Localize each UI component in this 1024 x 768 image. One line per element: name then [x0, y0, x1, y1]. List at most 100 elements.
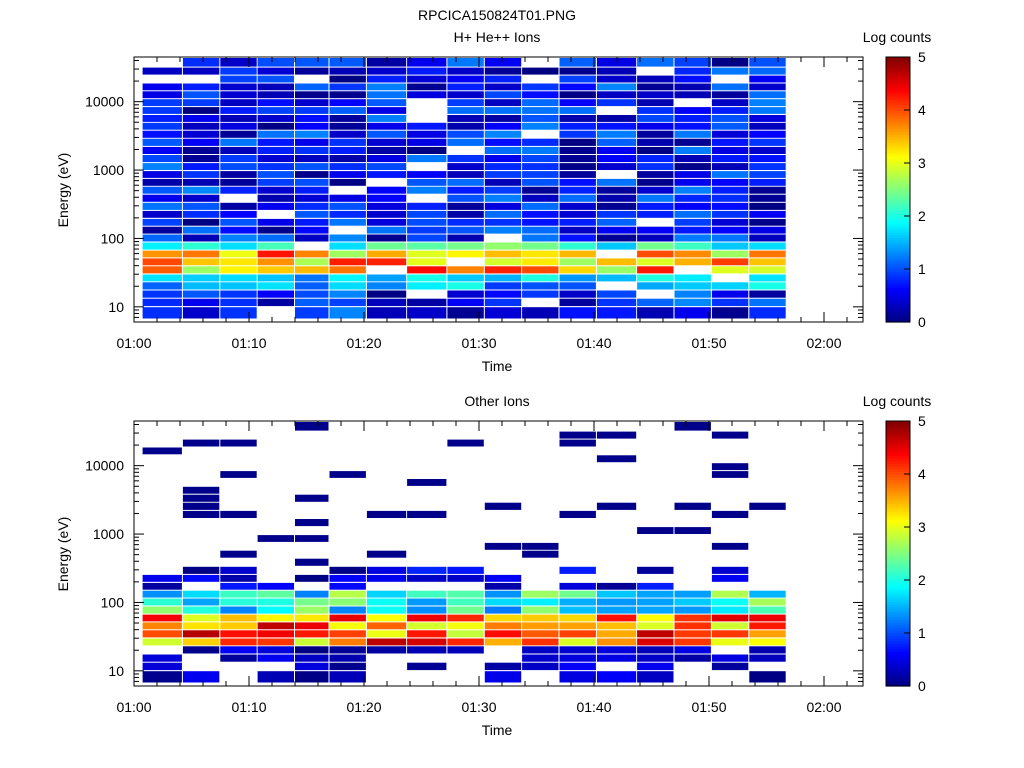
heatmap-cell — [142, 598, 182, 606]
heatmap-cell — [182, 226, 220, 234]
heatmap-cell — [366, 566, 407, 574]
colorbar-swatch — [886, 534, 910, 539]
heatmap-cell — [596, 646, 637, 654]
heatmap-cell — [749, 671, 786, 683]
heatmap-cell — [711, 83, 749, 91]
heatmap-cell — [295, 130, 329, 138]
heatmap-cell — [522, 307, 559, 319]
heatmap-cell — [637, 194, 674, 202]
colorbar-swatch — [886, 213, 910, 217]
heatmap-cell — [711, 630, 749, 638]
colorbar-swatch — [886, 147, 910, 151]
colorbar-swatch — [886, 133, 910, 138]
heatmap-cell — [447, 67, 484, 75]
colorbar-swatch — [886, 458, 910, 462]
colorbar-swatch — [886, 194, 910, 199]
colorbar-swatch — [886, 529, 910, 533]
heatmap-cell — [711, 67, 749, 75]
colorbar-swatch — [886, 237, 910, 241]
heatmap-cell — [182, 242, 220, 250]
heatmap-cell — [749, 234, 786, 242]
colorbar-swatch — [886, 136, 910, 140]
heatmap-cell — [142, 146, 182, 154]
colorbar-tick-label: 1 — [918, 625, 926, 641]
heatmap-cell — [182, 138, 220, 146]
heatmap-cell — [295, 226, 329, 234]
colorbar-label: Log counts — [863, 29, 932, 45]
colorbar-swatch — [886, 630, 910, 634]
heatmap-cell — [407, 250, 447, 258]
heatmap-cell — [220, 122, 257, 130]
heatmap-cell — [711, 250, 749, 258]
heatmap-cell — [674, 638, 711, 646]
heatmap-cell — [366, 622, 407, 630]
heatmap-cell — [484, 163, 522, 170]
heatmap-cell — [522, 542, 559, 550]
heatmap-cell — [522, 202, 559, 210]
heatmap-cell — [182, 606, 220, 614]
colorbar-swatch — [886, 444, 910, 449]
colorbar-swatch — [886, 96, 910, 100]
colorbar-swatch — [886, 202, 910, 206]
heatmap-cell — [596, 186, 637, 194]
heatmap-cell — [749, 155, 786, 163]
heatmap-cell — [447, 130, 484, 138]
y-tick-label: 10 — [108, 299, 124, 315]
x-tick-label: 02:00 — [806, 335, 841, 351]
heatmap-cell — [522, 107, 559, 114]
colorbar-swatch — [886, 521, 910, 525]
heatmap-cell — [484, 178, 522, 186]
heatmap-cell — [596, 91, 637, 99]
heatmap-cell — [220, 439, 257, 447]
heatmap-cell — [596, 218, 637, 226]
colorbar-swatch — [886, 160, 910, 164]
heatmap-cell — [559, 146, 596, 154]
heatmap-cell — [182, 307, 220, 319]
heatmap-cell — [366, 258, 407, 266]
heatmap-cell — [366, 550, 407, 558]
y-tick-label: 10 — [108, 663, 124, 679]
colorbar-swatch — [886, 144, 910, 148]
heatmap-cell — [711, 218, 749, 226]
colorbar-swatch — [886, 75, 910, 79]
colorbar-swatch — [886, 176, 910, 180]
heatmap-cell — [596, 671, 637, 683]
heatmap-cell — [182, 234, 220, 242]
heatmap-cell — [484, 67, 522, 75]
heatmap-cell — [447, 274, 484, 282]
heatmap-cell — [366, 83, 407, 91]
heatmap-cell — [447, 298, 484, 307]
heatmap-cell — [447, 566, 484, 574]
colorbar-swatch — [886, 582, 910, 586]
colorbar-swatch — [886, 88, 910, 93]
heatmap-cell — [142, 163, 182, 170]
heatmap-cell — [257, 146, 294, 154]
heatmap-cell — [637, 638, 674, 646]
heatmap-cell — [637, 202, 674, 210]
heatmap-cell — [674, 83, 711, 91]
heatmap-cell — [596, 638, 637, 646]
heatmap-cell — [711, 163, 749, 170]
heatmap-cell — [522, 550, 559, 558]
colorbar-swatch — [886, 102, 910, 106]
heatmap-cell — [366, 107, 407, 114]
colorbar-swatch — [886, 186, 910, 191]
heatmap-cell — [637, 298, 674, 307]
heatmap-cell — [447, 194, 484, 202]
heatmap-cell — [407, 479, 447, 486]
heatmap-cell — [749, 210, 786, 218]
heatmap-cell — [407, 510, 447, 518]
heatmap-cell — [674, 67, 711, 75]
heatmap-cell — [674, 163, 711, 170]
heatmap-cell — [749, 218, 786, 226]
colorbar-swatch — [886, 284, 910, 289]
heatmap-cell — [559, 431, 596, 439]
colorbar: 0 1 2 3 4 5 — [885, 49, 926, 330]
heatmap-cell — [484, 574, 522, 582]
colorbar-swatch — [886, 572, 910, 576]
heatmap-cell — [637, 582, 674, 590]
colorbar-swatch — [886, 513, 910, 517]
heatmap-cell — [596, 502, 637, 510]
colorbar-swatch — [886, 192, 910, 196]
